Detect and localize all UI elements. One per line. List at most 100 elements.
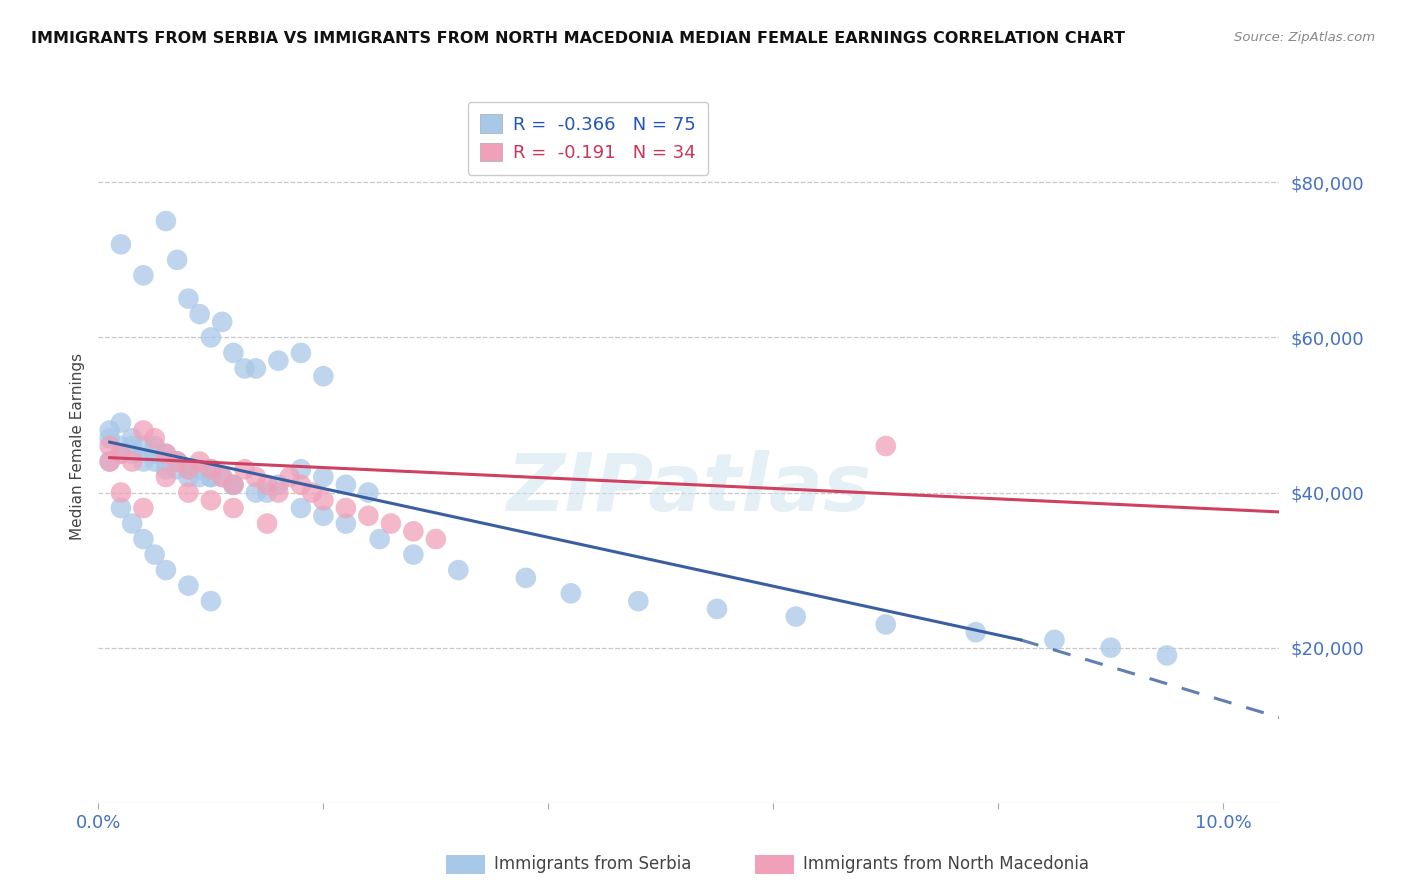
- Point: [200, 470, 222, 484]
- Point: [357, 508, 380, 523]
- Point: [627, 594, 650, 608]
- Point: [402, 524, 425, 539]
- Point: [110, 485, 132, 500]
- Point: [132, 424, 155, 438]
- Point: [1043, 632, 1066, 647]
- Point: [245, 361, 267, 376]
- Point: [222, 477, 245, 491]
- Point: [155, 447, 177, 461]
- Point: [290, 477, 312, 491]
- Point: [233, 361, 256, 376]
- Point: [256, 485, 278, 500]
- Point: [132, 501, 155, 516]
- Point: [222, 346, 245, 360]
- Point: [110, 501, 132, 516]
- Point: [143, 454, 166, 468]
- Point: [706, 602, 728, 616]
- Point: [211, 470, 233, 484]
- Point: [166, 454, 188, 468]
- Point: [188, 470, 211, 484]
- Point: [98, 424, 121, 438]
- Point: [143, 439, 166, 453]
- Point: [166, 462, 188, 476]
- Point: [121, 431, 143, 445]
- Point: [110, 447, 132, 461]
- Point: [515, 571, 537, 585]
- Point: [875, 617, 897, 632]
- Point: [132, 454, 155, 468]
- Point: [267, 353, 290, 368]
- Point: [211, 315, 233, 329]
- Point: [200, 493, 222, 508]
- Point: [166, 252, 188, 267]
- Point: [312, 493, 335, 508]
- Point: [335, 477, 357, 491]
- Point: [98, 454, 121, 468]
- Point: [155, 447, 177, 461]
- Point: [256, 516, 278, 531]
- Legend: R =  -0.366   N = 75, R =  -0.191   N = 34: R = -0.366 N = 75, R = -0.191 N = 34: [468, 102, 709, 175]
- Point: [110, 447, 132, 461]
- Point: [200, 462, 222, 476]
- Point: [875, 439, 897, 453]
- Point: [357, 485, 380, 500]
- Point: [1156, 648, 1178, 663]
- Point: [560, 586, 582, 600]
- Point: [155, 462, 177, 476]
- Point: [267, 485, 290, 500]
- Point: [155, 454, 177, 468]
- Point: [188, 454, 211, 468]
- Point: [278, 470, 301, 484]
- Point: [335, 501, 357, 516]
- Point: [177, 485, 200, 500]
- Point: [132, 532, 155, 546]
- Point: [200, 594, 222, 608]
- Point: [380, 516, 402, 531]
- Text: Source: ZipAtlas.com: Source: ZipAtlas.com: [1234, 31, 1375, 45]
- Text: IMMIGRANTS FROM SERBIA VS IMMIGRANTS FROM NORTH MACEDONIA MEDIAN FEMALE EARNINGS: IMMIGRANTS FROM SERBIA VS IMMIGRANTS FRO…: [31, 31, 1125, 46]
- Point: [177, 462, 200, 476]
- Point: [177, 579, 200, 593]
- Point: [143, 447, 166, 461]
- Text: Immigrants from North Macedonia: Immigrants from North Macedonia: [803, 855, 1088, 873]
- Point: [188, 307, 211, 321]
- Point: [121, 516, 143, 531]
- Point: [155, 470, 177, 484]
- Point: [211, 470, 233, 484]
- Point: [166, 454, 188, 468]
- Point: [200, 470, 222, 484]
- Point: [155, 214, 177, 228]
- Point: [245, 485, 267, 500]
- Point: [132, 439, 155, 453]
- Point: [312, 369, 335, 384]
- Point: [1099, 640, 1122, 655]
- Point: [290, 462, 312, 476]
- Point: [402, 548, 425, 562]
- Point: [177, 462, 200, 476]
- Point: [200, 462, 222, 476]
- Point: [335, 516, 357, 531]
- Point: [121, 454, 143, 468]
- Point: [447, 563, 470, 577]
- Point: [267, 477, 290, 491]
- Point: [110, 237, 132, 252]
- Text: Immigrants from Serbia: Immigrants from Serbia: [494, 855, 690, 873]
- Text: ZIPatlas: ZIPatlas: [506, 450, 872, 528]
- Y-axis label: Median Female Earnings: Median Female Earnings: [69, 352, 84, 540]
- Point: [110, 439, 132, 453]
- Point: [166, 454, 188, 468]
- Point: [222, 501, 245, 516]
- Point: [98, 439, 121, 453]
- Point: [143, 548, 166, 562]
- Point: [233, 462, 256, 476]
- Point: [290, 501, 312, 516]
- Point: [256, 477, 278, 491]
- Point: [177, 292, 200, 306]
- Point: [155, 563, 177, 577]
- Point: [290, 346, 312, 360]
- Point: [312, 508, 335, 523]
- Point: [965, 625, 987, 640]
- Point: [98, 454, 121, 468]
- Point: [312, 470, 335, 484]
- Point: [301, 485, 323, 500]
